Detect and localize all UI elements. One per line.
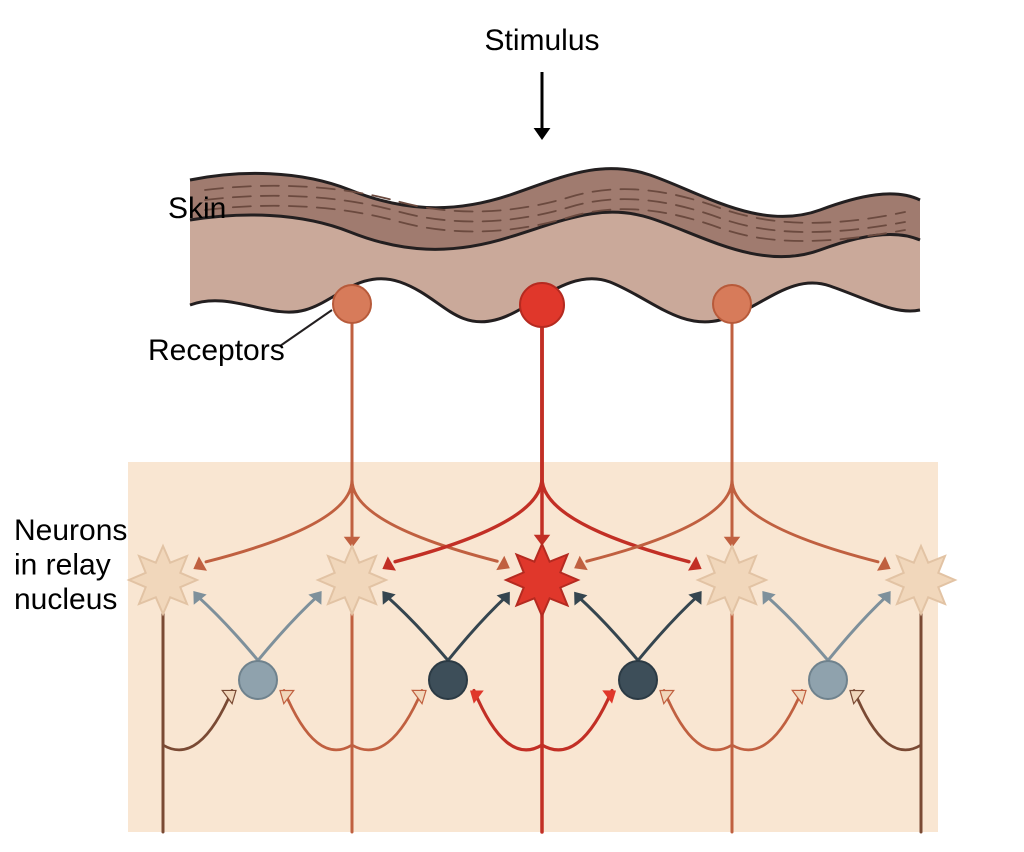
receptor-soma bbox=[520, 283, 564, 327]
relay-neuron bbox=[698, 546, 766, 614]
lateral-inhibition-diagram: Stimulus Skin Receptors Neuronsin relaynucl… bbox=[0, 0, 1024, 852]
label-skin: Skin bbox=[168, 192, 226, 225]
receptor-soma bbox=[713, 285, 751, 323]
inhibitory-interneuron bbox=[429, 661, 467, 699]
receptor-soma bbox=[333, 285, 371, 323]
label-relay-nucleus: Neuronsin relaynucleus bbox=[14, 514, 127, 616]
label-stimulus: Stimulus bbox=[484, 24, 599, 57]
inhibitory-interneuron bbox=[809, 661, 847, 699]
label-receptors: Receptors bbox=[148, 334, 285, 367]
relay-neuron bbox=[129, 546, 197, 614]
inhibitory-interneuron bbox=[239, 661, 277, 699]
relay-neuron bbox=[887, 546, 955, 614]
inhibitory-interneuron bbox=[619, 661, 657, 699]
relay-neuron bbox=[506, 544, 578, 616]
relay-neuron bbox=[318, 546, 386, 614]
